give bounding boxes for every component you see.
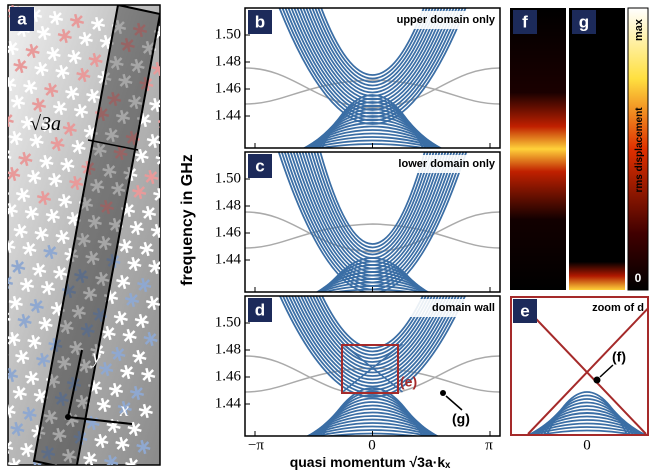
y-tick-label: 1.48 (215, 53, 241, 69)
colorbar-title: rms displacement (634, 107, 645, 193)
star-arm (163, 116, 167, 130)
y-tick-label: 1.50 (215, 314, 241, 330)
axis-y-label: y (90, 346, 101, 368)
star-arm (161, 85, 175, 89)
star-arm (0, 385, 4, 395)
origin (65, 414, 71, 420)
star-arm (0, 347, 3, 361)
star-arm (0, 221, 1, 235)
zoom-bands (498, 392, 649, 446)
axis-x-label: x (119, 399, 129, 421)
y-tick-label: 1.44 (215, 251, 242, 267)
star-arm (166, 80, 170, 94)
star-arm (3, 149, 7, 163)
colorbar-zero: 0 (635, 271, 642, 285)
y-tick-label: 1.46 (215, 224, 242, 240)
star-arm (0, 223, 5, 233)
x-tick-label: −π (248, 437, 264, 453)
x-tick-label: 0 (583, 437, 591, 453)
y-tick-label: 1.46 (215, 368, 242, 384)
y-tick-label: 1.44 (215, 395, 242, 411)
panel-a: a √3a y x (0, 5, 177, 474)
x-tick-label: 0 (368, 437, 376, 453)
star-arm (0, 259, 2, 269)
star-arm (73, 469, 83, 474)
star-arm (97, 470, 101, 474)
point-label: (g) (452, 411, 470, 427)
star-arm (0, 421, 1, 431)
panel-label: a (17, 9, 27, 28)
star-arm (165, 46, 175, 56)
star-arm (2, 311, 6, 325)
panel-label: d (255, 300, 265, 319)
y-tick-label: 1.50 (215, 26, 241, 42)
y-axis-label: frequency in GHz (179, 154, 196, 286)
x-tick-label: π (485, 437, 493, 453)
star-arm (52, 466, 62, 474)
box-label: (e) (400, 374, 417, 390)
caption: zoom of d (592, 302, 644, 314)
band-panels: 1.50 1.48 1.46 1.44 b upper domain only 1.50 1.… (215, 0, 500, 446)
caption: lower domain only (398, 158, 495, 170)
field-map-g (569, 8, 625, 290)
y-tick-label: 1.46 (215, 80, 242, 96)
edge-mode (245, 212, 500, 252)
star-arm (0, 187, 7, 197)
colorbar-max: max (633, 18, 645, 41)
star-arm (162, 82, 172, 92)
star-arm (29, 466, 43, 470)
caption: domain wall (432, 302, 495, 314)
x-axis-label: quasi momentum √3a·kₓ (290, 454, 451, 470)
star-arm (0, 383, 1, 397)
star-arm (0, 185, 4, 199)
panel-label: c (255, 156, 264, 175)
panel-e: e zoom of d (f) 0 (498, 297, 649, 453)
star-arm (0, 460, 1, 464)
panel-label: g (579, 12, 589, 31)
point (440, 390, 446, 396)
lattice-label: √3a (30, 113, 61, 135)
y-tick-label: 1.50 (215, 170, 241, 186)
panel-label: e (520, 301, 529, 320)
star-arm (0, 424, 3, 428)
star-arm (163, 49, 177, 53)
pointer (446, 396, 462, 410)
star-arm (168, 44, 172, 58)
y-tick-label: 1.48 (215, 341, 241, 357)
panel-label: f (522, 12, 528, 31)
star-arm (50, 469, 64, 473)
panel-label: b (255, 12, 265, 31)
caption: upper domain only (397, 14, 496, 26)
star-arm (160, 118, 170, 128)
star-arm (0, 262, 4, 266)
star-arm (0, 226, 6, 230)
star-arm (76, 467, 80, 474)
pointer (600, 365, 613, 377)
star-arm (0, 349, 6, 359)
star-arm (0, 298, 2, 302)
point (594, 377, 601, 384)
star-arm (0, 352, 8, 356)
star-arm (161, 152, 165, 166)
point-label: (f) (612, 349, 626, 365)
figure: a √3a y x frequency in GHz 1.501.481.461… (0, 0, 649, 474)
bulk-band (498, 431, 649, 447)
y-tick-label: 1.48 (215, 197, 241, 213)
y-tick-label: 1.44 (215, 107, 242, 123)
star-arm (0, 388, 6, 392)
field-map-f (510, 8, 566, 290)
